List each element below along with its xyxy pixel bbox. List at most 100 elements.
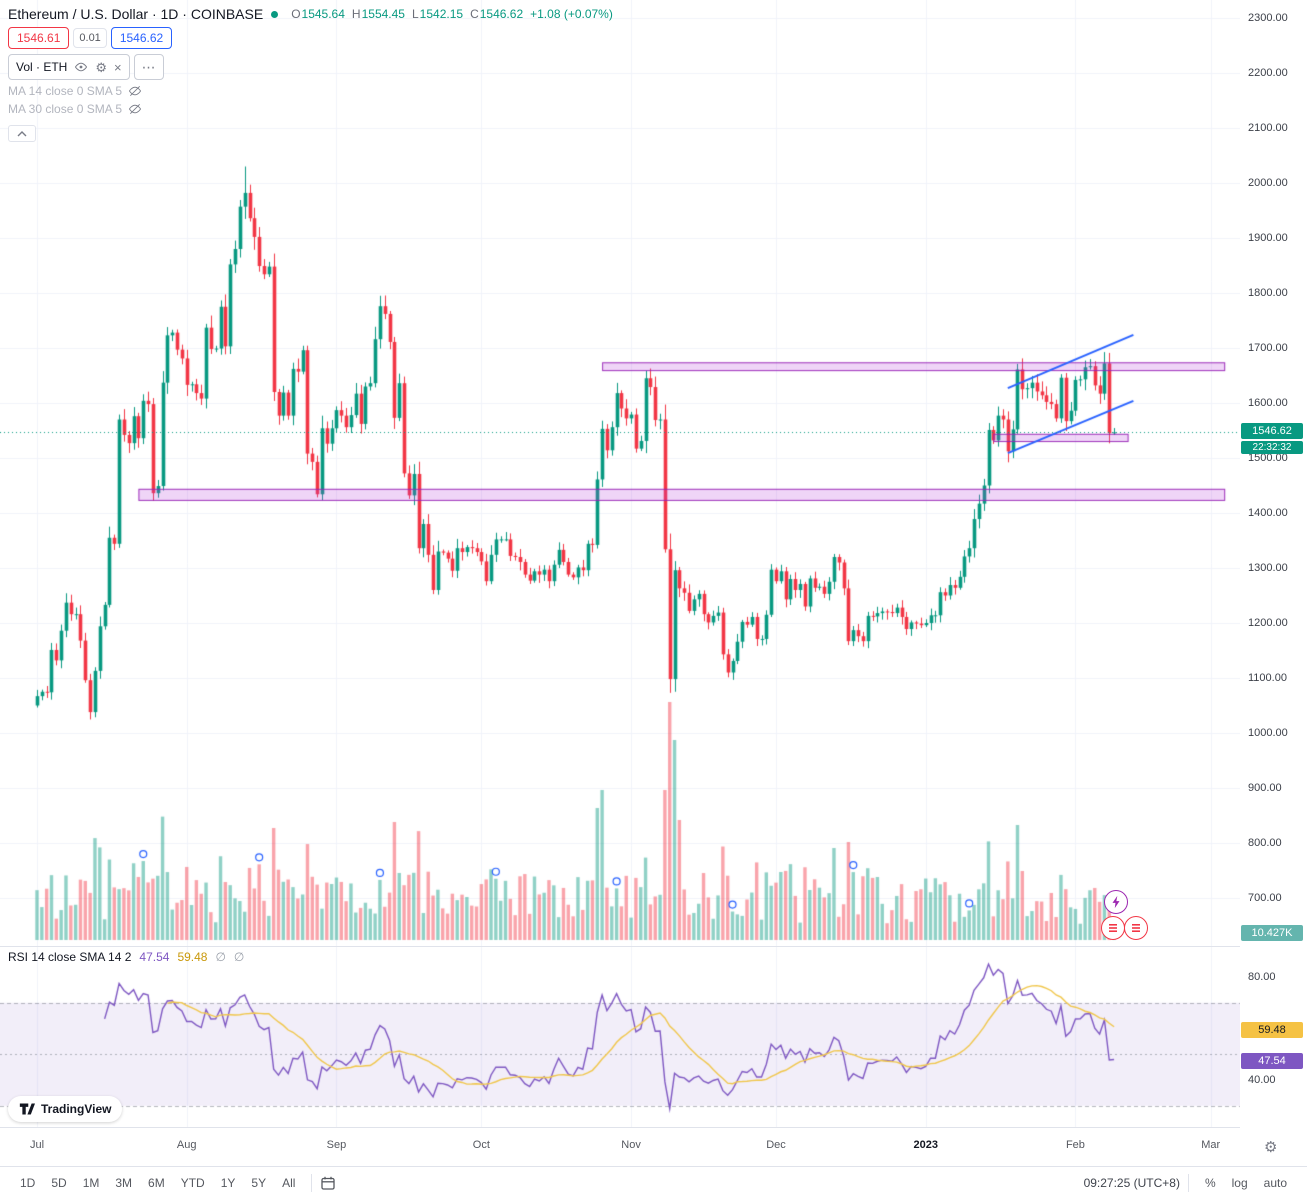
time-tick-label: Oct <box>472 1139 490 1151</box>
ma14-legend[interactable]: MA 14 close 0 SMA 5 <box>8 84 142 98</box>
quote-row: 1546.61 0.01 1546.62 <box>8 27 176 49</box>
price-tick-label: 1400.00 <box>1248 507 1288 519</box>
time-tick-label: Aug <box>176 1139 197 1151</box>
symbol-title[interactable]: Ethereum / U.S. Dollar · 1D · COINBASE <box>8 6 264 22</box>
price-tick-label: 800.00 <box>1248 837 1282 849</box>
close-value: 1546.62 <box>479 7 524 21</box>
time-tick-label: Mar <box>1201 1139 1221 1151</box>
rsi-tick-label: 80.00 <box>1248 971 1276 983</box>
ma30-legend[interactable]: MA 30 close 0 SMA 5 <box>8 102 142 116</box>
price-tick-label: 2200.00 <box>1248 67 1288 79</box>
toolbar-divider <box>1187 1173 1189 1192</box>
go-to-date-icon[interactable] <box>320 1175 336 1191</box>
rsi-legend[interactable]: RSI 14 close SMA 14 2 47.54 59.48 ∅ ∅ <box>8 950 244 964</box>
volume-legend-row: Vol · ETH ⚙ × ⋯ <box>8 54 164 80</box>
price-tick-label: 700.00 <box>1248 892 1282 904</box>
spread-value: 0.01 <box>73 28 107 48</box>
time-axis-divider <box>0 1127 1307 1128</box>
time-tick-label: Nov <box>621 1139 641 1151</box>
time-tick-label: Jul <box>29 1139 45 1151</box>
toolbar-divider <box>311 1173 313 1192</box>
range-button-3m[interactable]: 3M <box>107 1171 140 1195</box>
price-axis[interactable]: 1546.62 22:32:32 10.427K 59.48 47.54 230… <box>1240 0 1307 1166</box>
eye-off-icon[interactable] <box>128 84 142 98</box>
tradingview-logo-text: TradingView <box>41 1102 112 1116</box>
volume-legend-label: Vol · ETH <box>16 60 68 74</box>
high-label: H <box>351 7 361 21</box>
event-icon[interactable] <box>1101 916 1125 940</box>
high-value: 1554.45 <box>361 7 405 21</box>
range-button-ytd[interactable]: YTD <box>173 1171 213 1195</box>
ellipsis-icon: ⋯ <box>141 59 156 75</box>
ohlc-values: O 1545.64 H 1554.45 L 1542.15 C 1546.62 +1.0… <box>284 7 613 21</box>
range-button-5y[interactable]: 5Y <box>243 1171 274 1195</box>
time-tick-label: 2023 <box>913 1139 938 1151</box>
ma14-label: MA 14 close 0 SMA 5 <box>8 84 123 98</box>
range-button-all[interactable]: All <box>274 1171 303 1195</box>
change-value: +1.08 (+0.07%) <box>530 7 613 21</box>
clock-label[interactable]: 09:27:25 (UTC+8) <box>1083 1175 1180 1190</box>
rsi-null-value: ∅ <box>233 950 245 964</box>
bottom-toolbar: 1D 5D 1M 3M 6M YTD 1Y 5Y All 09:27:25 (UTC+8) % … <box>0 1166 1307 1198</box>
open-label: O <box>291 7 301 21</box>
sell-price-button[interactable]: 1546.61 <box>8 27 70 49</box>
price-tick-label: 2000.00 <box>1248 177 1288 189</box>
price-tick-label: 1100.00 <box>1248 672 1287 684</box>
log-scale-button[interactable]: log <box>1231 1175 1248 1190</box>
more-options-button[interactable]: ⋯ <box>133 54 164 80</box>
eye-icon[interactable] <box>74 60 88 74</box>
rsi-value-badge: 47.54 <box>1241 1053 1303 1069</box>
symbol-row: Ethereum / U.S. Dollar · 1D · COINBASE O… <box>8 6 613 22</box>
rsi-value: 47.54 <box>139 950 170 964</box>
rsi-tick-label: 40.00 <box>1248 1074 1276 1086</box>
tradingview-mark-icon <box>19 1103 35 1115</box>
tradingview-logo[interactable]: TradingView <box>8 1096 123 1122</box>
chart-canvas[interactable] <box>0 0 1240 1127</box>
rsi-sma-badge: 59.48 <box>1241 1022 1303 1038</box>
price-tick-label: 1700.00 <box>1248 342 1288 354</box>
eye-off-icon[interactable] <box>128 102 142 116</box>
buy-price-button[interactable]: 1546.62 <box>110 27 173 49</box>
price-tick-label: 1600.00 <box>1248 397 1288 409</box>
price-tick-label: 2100.00 <box>1248 122 1288 134</box>
low-label: L <box>411 7 419 21</box>
time-tick-label: Dec <box>766 1139 786 1151</box>
price-tick-label: 1300.00 <box>1248 562 1288 574</box>
range-button-6m[interactable]: 6M <box>140 1171 173 1195</box>
event-lightning-icon[interactable] <box>1104 890 1128 914</box>
current-price-badge: 1546.62 <box>1241 423 1303 439</box>
rsi-label: RSI 14 close SMA 14 2 <box>8 950 132 964</box>
range-button-1y[interactable]: 1Y <box>213 1171 244 1195</box>
close-icon[interactable]: × <box>114 59 122 75</box>
rsi-sma-value: 59.48 <box>177 950 208 964</box>
chart-legend: Ethereum / U.S. Dollar · 1D · COINBASE O… <box>8 6 613 142</box>
chart-settings-gear-icon[interactable]: ⚙ <box>1264 1139 1278 1156</box>
price-tick-label: 2300.00 <box>1248 12 1288 24</box>
percent-scale-button[interactable]: % <box>1204 1175 1216 1190</box>
range-button-5d[interactable]: 5D <box>43 1171 74 1195</box>
pane-divider[interactable] <box>0 946 1307 947</box>
collapse-pane-button[interactable] <box>8 125 36 142</box>
ma30-label: MA 30 close 0 SMA 5 <box>8 102 123 116</box>
time-axis[interactable]: Jul Aug Sep Oct Nov Dec 2023 Feb Mar <box>0 1127 1240 1166</box>
price-tick-label: 1500.00 <box>1248 452 1288 464</box>
range-button-1m[interactable]: 1M <box>75 1171 108 1195</box>
event-icon[interactable] <box>1124 916 1148 940</box>
price-tick-label: 1000.00 <box>1248 727 1288 739</box>
open-value: 1545.64 <box>301 7 345 21</box>
close-label: C <box>470 7 479 21</box>
time-tick-label: Feb <box>1065 1139 1085 1151</box>
rsi-null-value: ∅ <box>215 950 226 964</box>
price-tick-label: 1200.00 <box>1248 617 1288 629</box>
low-value: 1542.15 <box>419 7 464 21</box>
gear-icon[interactable]: ⚙ <box>95 59 108 75</box>
volume-indicator-legend[interactable]: Vol · ETH ⚙ × <box>8 54 130 80</box>
range-buttons: 1D 5D 1M 3M 6M YTD 1Y 5Y All <box>12 1171 303 1195</box>
price-tick-label: 900.00 <box>1248 782 1282 794</box>
time-tick-label: Sep <box>326 1139 347 1151</box>
auto-scale-button[interactable]: auto <box>1263 1175 1287 1190</box>
volume-value-badge: 10.427K <box>1241 925 1303 941</box>
price-tick-label: 1900.00 <box>1248 232 1288 244</box>
range-button-1d[interactable]: 1D <box>12 1171 43 1195</box>
